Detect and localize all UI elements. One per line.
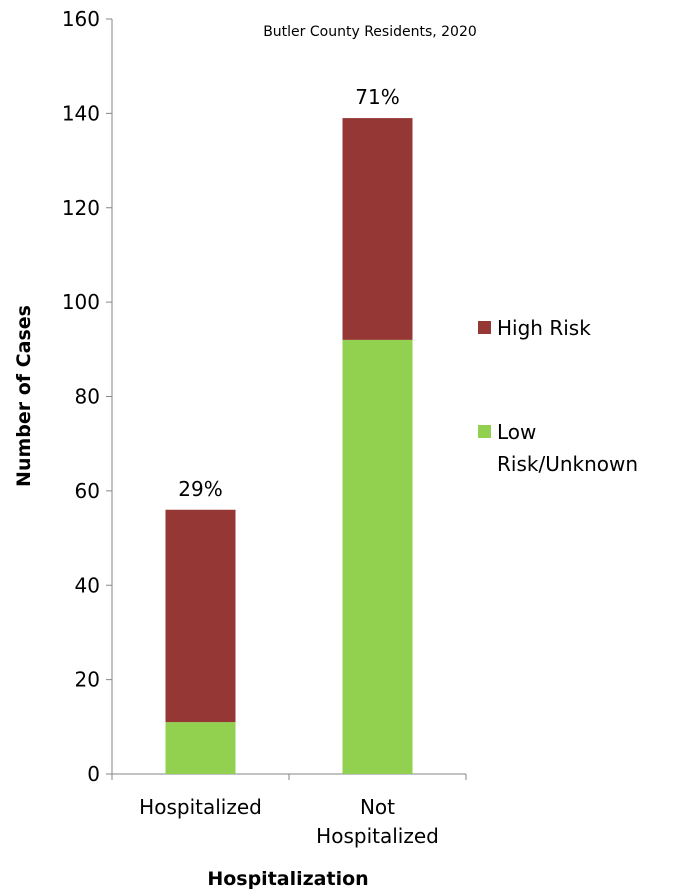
y-tick-label: 20 — [75, 668, 100, 692]
plot-area: 0 20 40 60 80 100 120 140 160 29% Hospitalized 71% N… — [62, 7, 467, 848]
y-axis-title: Number of Cases — [13, 305, 35, 487]
x-tick-label: Hospitalized — [139, 795, 262, 819]
legend-label: High Risk — [497, 316, 591, 340]
x-tick-label: Hospitalized — [316, 824, 439, 848]
bar-segment — [342, 339, 413, 774]
x-axis-title: Hospitalization — [207, 868, 368, 890]
y-tick-label: 0 — [87, 762, 100, 786]
x-tick-label: Not — [360, 795, 395, 819]
bar-segment — [342, 118, 413, 340]
legend-label: Risk/Unknown — [497, 452, 638, 476]
data-label: 29% — [178, 477, 222, 501]
bar-segment — [165, 722, 236, 774]
bar-segment — [165, 509, 236, 723]
y-tick-label: 160 — [62, 7, 100, 31]
legend: High Risk Low Risk/Unknown — [478, 316, 638, 476]
legend-swatch — [478, 321, 491, 334]
data-label: 71% — [355, 85, 399, 109]
y-tick-label: 120 — [62, 196, 100, 220]
y-tick-label: 60 — [75, 479, 100, 503]
y-tick-label: 40 — [75, 573, 100, 597]
chart-subtitle: Butler County Residents, 2020 — [263, 24, 477, 40]
legend-label: Low — [497, 420, 536, 444]
y-tick-label: 100 — [62, 290, 100, 314]
legend-swatch — [478, 425, 491, 438]
y-tick-label: 140 — [62, 101, 100, 125]
y-tick-label: 80 — [75, 385, 100, 409]
